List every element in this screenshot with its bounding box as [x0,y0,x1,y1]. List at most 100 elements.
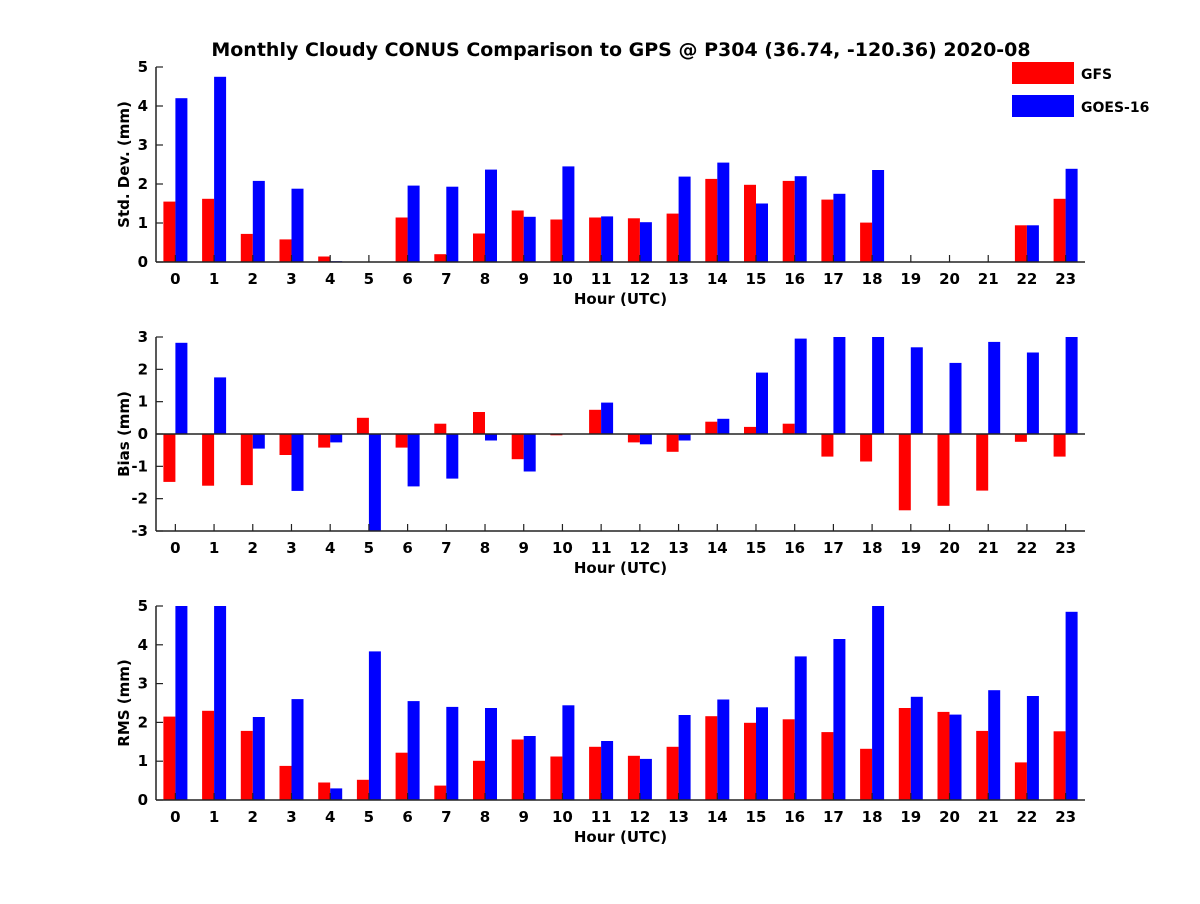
x-tick-label: 19 [900,539,921,557]
x-tick-label: 18 [862,270,883,288]
x-tick-label: 7 [441,539,451,557]
x-tick-label: 9 [519,539,529,557]
x-tick-label: 10 [552,270,573,288]
x-tick-label: 16 [784,808,805,826]
bar-goes16-14 [717,699,730,800]
bar-gfs-13 [666,434,679,452]
bar-gfs-18 [860,748,873,800]
y-axis-label: RMS (mm) [115,659,133,746]
bar-goes16-18 [872,606,885,800]
x-axis-label: Hour (UTC) [574,290,667,308]
legend: GFS GOES-16 [1012,62,1149,117]
legend-swatch-gfs [1012,62,1074,84]
bar-goes16-23 [1065,611,1078,800]
bar-gfs-19 [898,434,911,511]
bar-gfs-3 [279,765,292,800]
x-tick-label: 22 [1017,808,1038,826]
x-axis-label: Hour (UTC) [574,828,667,846]
bar-goes16-6 [407,185,420,262]
bar-goes16-16 [794,176,807,262]
bar-gfs-7 [434,423,447,434]
chart-title: Monthly Cloudy CONUS Comparison to GPS @… [211,39,1030,61]
x-tick-label: 1 [209,808,219,826]
bar-gfs-12 [627,755,640,800]
x-tick-label: 14 [707,808,728,826]
x-tick-label: 18 [862,808,883,826]
x-tick-label: 17 [823,808,844,826]
bar-gfs-21 [976,730,989,800]
bar-goes16-8 [485,169,497,262]
bar-goes16-4 [330,788,343,800]
x-tick-label: 19 [900,270,921,288]
bar-goes16-10 [562,166,575,262]
bar-gfs-13 [666,213,679,262]
bar-gfs-9 [511,739,524,800]
y-tick-label: 3 [138,136,148,154]
x-tick-label: 2 [248,808,258,826]
x-tick-label: 2 [248,539,258,557]
x-tick-label: 2 [248,270,258,288]
bar-gfs-8 [473,760,485,800]
bar-gfs-2 [240,434,253,486]
x-tick-label: 17 [823,539,844,557]
bar-goes16-2 [252,717,265,800]
bar-gfs-11 [589,217,602,262]
bar-gfs-6 [395,217,408,262]
bar-gfs-2 [240,233,253,262]
bar-gfs-15 [744,722,756,800]
x-tick-label: 10 [552,539,573,557]
x-tick-label: 8 [480,539,490,557]
bar-gfs-14 [705,716,718,800]
x-tick-label: 4 [325,270,335,288]
bar-gfs-0 [163,716,176,800]
x-tick-label: 9 [519,808,529,826]
bar-goes16-17 [833,193,846,263]
x-tick-label: 13 [668,539,689,557]
x-tick-label: 12 [629,270,650,288]
y-tick-label: 1 [138,214,148,232]
y-tick-label: 0 [138,253,148,271]
bar-goes16-3 [291,434,304,491]
bar-goes16-11 [601,402,614,434]
bar-goes16-1 [214,377,227,434]
bar-gfs-5 [356,417,369,434]
y-tick-label: 5 [138,597,148,615]
bar-gfs-8 [473,412,485,434]
bar-goes16-11 [601,741,614,800]
bar-goes16-12 [639,758,652,800]
bar-goes16-4 [330,434,343,443]
bar-goes16-15 [756,203,768,262]
x-tick-label: 5 [364,270,374,288]
y-axis-label: Std. Dev. (mm) [115,101,133,228]
y-tick-label: 2 [138,360,148,378]
legend-swatch-goes16 [1012,95,1074,117]
bar-gfs-15 [744,184,756,262]
bar-gfs-19 [898,708,911,800]
x-tick-label: 23 [1055,808,1076,826]
bar-gfs-5 [356,779,369,800]
bar-gfs-18 [860,222,873,262]
x-tick-label: 15 [746,808,767,826]
bar-gfs-22 [1014,225,1027,262]
bar-gfs-16 [782,423,795,434]
bar-gfs-0 [163,201,176,262]
bar-goes16-16 [794,338,807,434]
bar-gfs-22 [1014,434,1027,442]
x-tick-label: 21 [978,808,999,826]
bar-goes16-10 [562,705,575,800]
bar-gfs-8 [473,233,485,262]
bar-goes16-18 [872,337,885,434]
bar-goes16-2 [252,180,265,262]
x-tick-label: 11 [591,539,612,557]
bar-goes16-12 [639,222,652,262]
bar-gfs-13 [666,746,679,800]
bar-goes16-9 [523,216,536,262]
bar-gfs-12 [627,434,640,443]
x-tick-label: 3 [286,808,296,826]
bar-goes16-20 [949,362,962,434]
x-tick-label: 0 [170,270,180,288]
